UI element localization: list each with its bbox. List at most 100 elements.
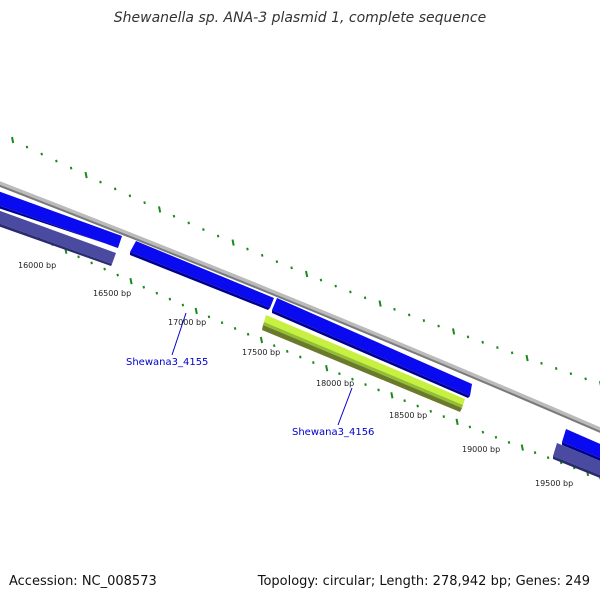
outer-tick-17 — [260, 253, 264, 257]
outer-tick-30 — [452, 328, 456, 335]
outer-tick-11 — [172, 214, 176, 218]
inner-tick-36 — [468, 425, 472, 429]
inner-tick-17 — [220, 321, 224, 325]
outer-tick-37 — [554, 367, 558, 370]
inner-tick-9 — [116, 273, 119, 277]
gene-reverse-1-shade — [0, 223, 112, 266]
bp-label-18500: 18500 bp — [389, 411, 427, 420]
bp-label-17500: 17500 bp — [242, 348, 280, 357]
bp-label-19500: 19500 bp — [535, 479, 573, 488]
outer-tick-13 — [202, 228, 205, 231]
topology-summary: Topology: circular; Length: 278,942 bp; … — [257, 574, 590, 589]
outer-tick-16 — [246, 247, 249, 251]
bp-label-19000: 19000 bp — [462, 445, 500, 454]
inner-tick-8 — [103, 267, 106, 271]
forward-gene-track — [0, 190, 600, 461]
outer-tick-18 — [275, 260, 279, 264]
inner-tick-26 — [338, 372, 341, 376]
inner-tick-14 — [181, 303, 185, 307]
outer-tick-0 — [11, 136, 15, 144]
outer-tick-10 — [158, 206, 162, 213]
backbone-arc-shade — [0, 184, 600, 433]
inner-tick-27 — [351, 377, 354, 381]
outer-tick-38 — [569, 372, 573, 376]
inner-tick-37 — [481, 430, 485, 434]
inner-tick-6 — [77, 255, 80, 259]
inner-tick-11 — [142, 285, 146, 289]
outer-tick-33 — [496, 346, 499, 350]
outer-tick-7 — [113, 187, 117, 191]
gene-forward-3-shade — [272, 310, 470, 398]
inner-tick-32 — [416, 404, 419, 408]
outer-tick-31 — [466, 335, 470, 339]
gene-forward-1-shade — [0, 205, 118, 248]
gene-reverse-2[interactable] — [553, 443, 600, 477]
gene-forward-1[interactable] — [0, 190, 122, 248]
outer-tick-23 — [349, 290, 352, 294]
inner-tick-25 — [325, 364, 329, 372]
inner-tick-15 — [194, 307, 198, 315]
inner-tick-21 — [272, 344, 276, 348]
bp-label-17000: 17000 bp — [168, 318, 206, 327]
leader-line-4155 — [171, 312, 187, 356]
inner-tick-7 — [90, 261, 93, 265]
gene-label-4155[interactable]: Shewana3_4155 — [126, 357, 208, 368]
outer-tick-8 — [128, 194, 132, 198]
inner-tick-34 — [442, 415, 446, 418]
highlight-gene-track — [262, 315, 465, 412]
gene-forward-4-shade — [562, 442, 600, 461]
inner-tick-29 — [377, 388, 380, 392]
inner-tick-24 — [312, 361, 315, 365]
reverse-gene-track — [0, 209, 600, 478]
bp-label-16000: 16000 bp — [18, 261, 56, 270]
inner-tick-13 — [168, 297, 172, 301]
outer-tick-15 — [231, 239, 235, 246]
gene-forward-3[interactable] — [272, 298, 472, 396]
inner-tick-42 — [546, 456, 550, 460]
outer-tick-39 — [584, 377, 587, 381]
outer-tick-35 — [525, 354, 529, 362]
inner-tick-30 — [390, 392, 394, 399]
backbone-arc — [0, 181, 600, 433]
inner-tick-35 — [455, 418, 459, 425]
outer-tick-26 — [393, 307, 396, 311]
inner-tick-20 — [259, 336, 264, 344]
inner-tick-12 — [155, 291, 159, 295]
outer-tick-12 — [187, 221, 190, 225]
leader-line-4156 — [337, 387, 353, 426]
gene-reverse-2-shade — [553, 456, 600, 478]
outer-tick-2 — [40, 152, 43, 156]
outer-tick-22 — [334, 284, 337, 288]
inner-tick-23 — [299, 355, 302, 359]
outer-tick-4 — [69, 166, 73, 170]
inner-tick-40 — [520, 444, 524, 451]
outer-tick-14 — [216, 234, 220, 238]
outer-tick-34 — [510, 351, 514, 355]
outer-tick-36 — [540, 361, 543, 365]
gene-forward-2[interactable] — [130, 241, 274, 308]
gene-forward-4[interactable] — [562, 429, 600, 460]
outer-tick-1 — [25, 145, 29, 149]
inner-tick-33 — [429, 409, 433, 413]
gene-reverse-1[interactable] — [0, 209, 116, 264]
inner-tick-22 — [285, 349, 289, 353]
accession-text: Accession: NC_008573 — [9, 574, 157, 589]
outer-tick-24 — [363, 296, 367, 300]
inner-tick-31 — [403, 399, 406, 403]
gene-highlight-dark — [262, 325, 462, 412]
gene-label-4156[interactable]: Shewana3_4156 — [292, 427, 374, 438]
inner-tick-19 — [246, 332, 250, 336]
outer-tick-5 — [84, 171, 88, 179]
outer-tick-29 — [437, 324, 440, 328]
outer-tick-27 — [407, 313, 411, 317]
inner-tick-16 — [207, 315, 211, 319]
bp-label-18000: 18000 bp — [316, 379, 354, 388]
inner-tick-18 — [233, 327, 237, 330]
gene-highlight[interactable] — [264, 315, 465, 405]
outer-tick-25 — [378, 300, 382, 307]
outer-tick-19 — [290, 266, 293, 270]
gene-highlight-mid — [263, 322, 463, 408]
outer-tick-20 — [305, 270, 309, 278]
inner-tick-41 — [533, 451, 537, 455]
